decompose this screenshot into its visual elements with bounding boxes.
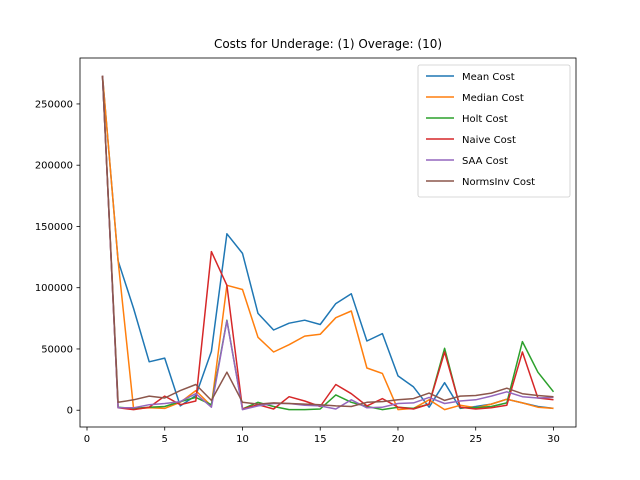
x-tick-label: 15 [314,434,327,445]
series-line-mean-cost [101,75,554,410]
x-tick-label: 10 [236,434,249,445]
legend: Mean Cost Median Cost Holt Cost Naive Cost S… [417,64,571,198]
legend-label: Holt Cost [462,114,508,125]
series-line-saa-cost [101,75,554,411]
x-tick-label: 30 [547,434,560,445]
legend-label: NormsInv Cost [462,177,535,188]
y-axis: 0 50000 100000 150000 200000 250000 [35,99,80,417]
y-tick-label: 150000 [35,222,73,233]
legend-label: SAA Cost [462,156,508,167]
chart-title: Costs for Underage: (1) Overage: (10) [214,37,442,51]
series-line-normsinv-cost [101,75,554,408]
plot-frame [79,57,577,428]
y-tick-label: 250000 [35,99,73,110]
y-tick-label: 0 [67,406,73,417]
x-tick-label: 5 [162,434,168,445]
legend-label: Mean Cost [462,72,515,83]
series-line-naive-cost [101,75,554,411]
legend-box [417,64,571,198]
x-axis: 0 5 10 15 20 25 30 [84,427,560,445]
series-layer [101,75,555,411]
y-tick-label: 200000 [35,161,73,172]
x-tick-label: 25 [469,434,482,445]
x-tick-label: 0 [84,434,90,445]
x-tick-label: 20 [392,434,405,445]
legend-label: Naive Cost [462,135,516,146]
y-tick-label: 100000 [35,283,73,294]
legend-label: Median Cost [462,93,524,104]
y-tick-label: 50000 [41,344,73,355]
